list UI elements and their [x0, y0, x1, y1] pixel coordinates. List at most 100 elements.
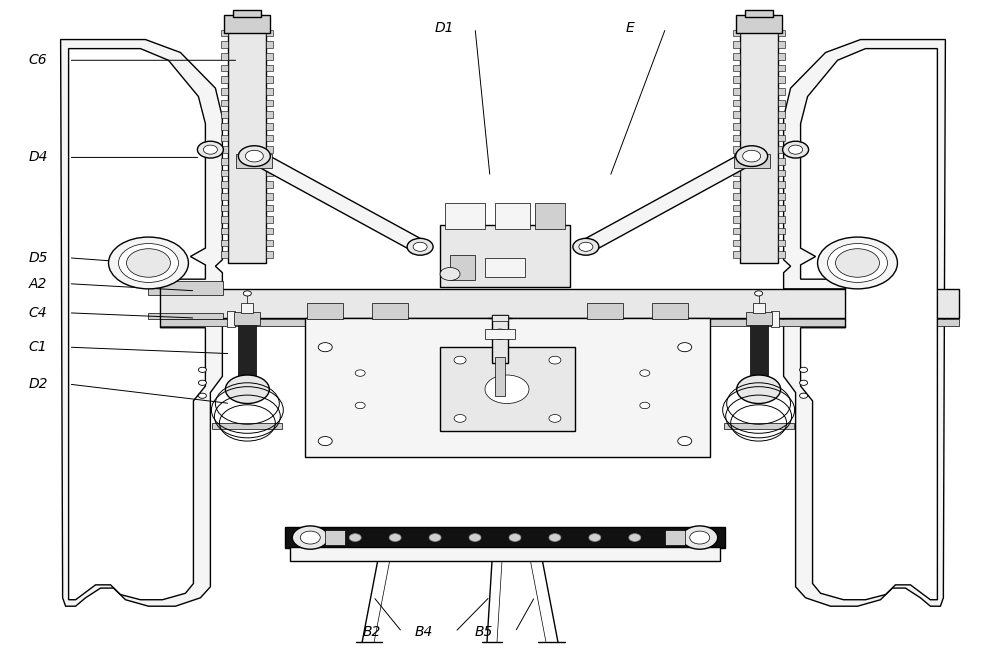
Circle shape: [225, 375, 269, 404]
Bar: [221, 100, 228, 106]
Bar: [266, 239, 273, 246]
Bar: [778, 30, 785, 36]
Circle shape: [579, 242, 593, 251]
Bar: [778, 77, 785, 83]
Bar: [750, 319, 768, 389]
Bar: [734, 154, 770, 168]
Bar: [266, 193, 273, 199]
Bar: [485, 329, 515, 339]
Bar: [233, 10, 261, 17]
Bar: [778, 170, 785, 176]
Text: B4: B4: [415, 625, 433, 639]
Bar: [733, 123, 740, 130]
Circle shape: [783, 141, 809, 158]
Bar: [266, 135, 273, 141]
Bar: [740, 17, 778, 263]
Circle shape: [292, 526, 328, 549]
Circle shape: [737, 375, 781, 404]
Bar: [778, 135, 785, 141]
Bar: [733, 181, 740, 188]
Bar: [771, 311, 779, 327]
Circle shape: [743, 151, 761, 162]
Circle shape: [300, 531, 320, 544]
Bar: [778, 100, 785, 106]
Circle shape: [245, 151, 263, 162]
Bar: [307, 303, 343, 319]
Bar: [733, 77, 740, 83]
Bar: [290, 546, 720, 561]
Bar: [266, 77, 273, 83]
Circle shape: [349, 533, 361, 541]
Bar: [778, 88, 785, 95]
Circle shape: [197, 141, 223, 158]
Text: C6: C6: [29, 53, 47, 67]
Bar: [495, 357, 505, 396]
Bar: [221, 53, 228, 60]
Circle shape: [589, 533, 601, 541]
Circle shape: [640, 402, 650, 409]
Circle shape: [389, 533, 401, 541]
Bar: [733, 135, 740, 141]
Circle shape: [836, 249, 879, 277]
Bar: [221, 216, 228, 223]
Polygon shape: [61, 40, 222, 606]
Bar: [148, 281, 223, 295]
Bar: [221, 135, 228, 141]
Bar: [745, 10, 773, 17]
Polygon shape: [784, 40, 945, 606]
Bar: [221, 30, 228, 36]
Bar: [148, 313, 223, 319]
Circle shape: [413, 242, 427, 251]
Bar: [652, 303, 688, 319]
Bar: [221, 239, 228, 246]
Bar: [224, 15, 270, 33]
Circle shape: [629, 533, 641, 541]
Text: B5: B5: [475, 625, 493, 639]
Circle shape: [454, 415, 466, 422]
Text: D5: D5: [29, 251, 48, 265]
Bar: [266, 123, 273, 130]
Text: A2: A2: [29, 276, 47, 291]
Bar: [733, 216, 740, 223]
Bar: [221, 112, 228, 118]
Circle shape: [429, 533, 441, 541]
Bar: [266, 65, 273, 71]
Circle shape: [690, 531, 710, 544]
Circle shape: [755, 291, 763, 296]
Bar: [228, 17, 266, 263]
Circle shape: [549, 533, 561, 541]
Bar: [733, 112, 740, 118]
Bar: [266, 251, 273, 258]
Bar: [778, 53, 785, 60]
Bar: [587, 303, 623, 319]
Bar: [778, 123, 785, 130]
Bar: [236, 154, 272, 168]
Text: D1: D1: [435, 21, 455, 35]
Circle shape: [127, 249, 170, 277]
Bar: [733, 170, 740, 176]
Bar: [778, 65, 785, 71]
Text: C4: C4: [29, 306, 47, 320]
Circle shape: [469, 533, 481, 541]
Bar: [221, 88, 228, 95]
Bar: [733, 65, 740, 71]
Circle shape: [800, 393, 808, 398]
Bar: [440, 225, 570, 287]
Circle shape: [818, 237, 897, 289]
Bar: [266, 170, 273, 176]
Bar: [266, 147, 273, 153]
Circle shape: [243, 291, 251, 296]
Bar: [221, 228, 228, 234]
Circle shape: [492, 329, 508, 339]
Bar: [778, 42, 785, 48]
Bar: [212, 423, 282, 430]
Bar: [733, 53, 740, 60]
Bar: [285, 527, 725, 548]
Bar: [724, 423, 794, 430]
Bar: [221, 170, 228, 176]
Bar: [266, 228, 273, 234]
Bar: [325, 530, 345, 545]
Bar: [238, 319, 256, 389]
Bar: [736, 15, 782, 33]
Circle shape: [682, 526, 718, 549]
